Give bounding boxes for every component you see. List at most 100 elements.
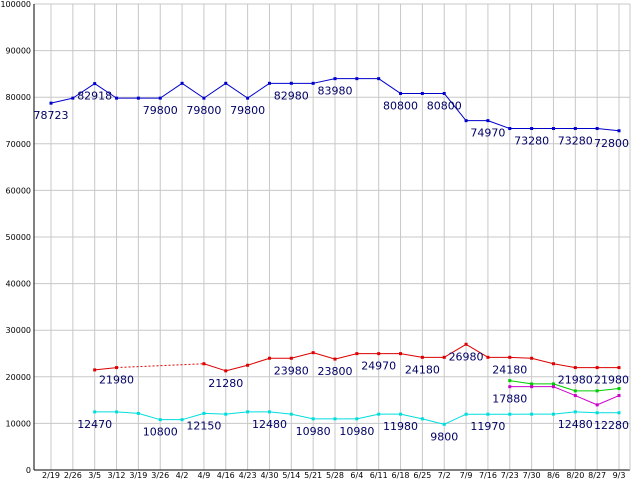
data-point — [355, 417, 359, 421]
data-point — [267, 356, 271, 360]
data-point — [573, 127, 577, 131]
data-point — [377, 352, 381, 356]
series-line-segment — [487, 120, 510, 129]
data-point — [486, 355, 490, 359]
x-tick-label: 5/28 — [326, 471, 344, 480]
series-line-segment — [72, 83, 95, 99]
x-tick-label: 3/5 — [88, 471, 101, 480]
series-line-segment — [225, 82, 248, 99]
data-point — [289, 412, 293, 416]
series-line-segment — [575, 411, 598, 414]
x-tick-label: 4/30 — [260, 471, 278, 480]
y-tick-label: 80000 — [6, 93, 31, 102]
data-point — [49, 101, 53, 105]
data-label: 12150 — [186, 419, 221, 432]
data-point — [115, 410, 119, 414]
y-tick-label: 100000 — [0, 0, 31, 9]
series-line-segment — [203, 363, 226, 372]
data-label: 10980 — [296, 425, 331, 438]
data-point — [377, 412, 381, 416]
data-label: 80800 — [383, 99, 418, 112]
data-point — [595, 411, 599, 415]
data-point — [224, 412, 228, 416]
series-line-segment — [400, 353, 423, 358]
series-line-segment — [597, 128, 620, 132]
data-point — [246, 96, 250, 100]
data-label: 72800 — [594, 137, 629, 150]
data-point — [289, 81, 293, 85]
data-point — [333, 357, 337, 361]
series-line-segment — [575, 395, 598, 406]
x-tick-label: 8/20 — [566, 471, 584, 480]
y-tick-label: 90000 — [6, 47, 31, 56]
data-label: 17880 — [492, 393, 527, 406]
data-point — [464, 119, 468, 123]
data-point — [464, 342, 468, 346]
data-point — [136, 411, 140, 415]
series-line-segment — [465, 343, 489, 358]
data-point — [355, 77, 359, 81]
series-line-segment — [553, 363, 576, 369]
series-line-segment — [225, 364, 248, 372]
x-tick-label: 4/23 — [239, 471, 257, 480]
series-line-segment — [50, 97, 73, 104]
data-label: 23800 — [318, 365, 353, 378]
data-label: 78723 — [34, 109, 69, 122]
data-point — [180, 418, 184, 422]
series-line-segment — [94, 367, 117, 371]
x-tick-label: 5/14 — [282, 471, 300, 480]
data-label: 11980 — [383, 420, 418, 433]
data-point — [93, 410, 97, 414]
data-point — [551, 412, 555, 416]
data-point — [551, 127, 555, 131]
data-point — [333, 417, 337, 421]
data-point — [224, 81, 228, 85]
series-line-segment — [181, 82, 205, 99]
x-tick-label: 5/21 — [304, 471, 322, 480]
x-tick-label: 4/2 — [176, 471, 189, 480]
data-point — [442, 355, 446, 359]
data-point — [158, 96, 162, 100]
data-point — [158, 418, 162, 422]
data-labels: 78723 82918 79800 79800 79800 82980 83980 80800… — [34, 85, 630, 444]
data-point — [551, 362, 555, 366]
series-line-segment — [138, 412, 161, 421]
data-point — [551, 385, 555, 389]
y-tick-label: 50000 — [6, 233, 31, 242]
data-point — [573, 366, 577, 370]
data-point — [464, 412, 468, 416]
series-line-segment — [116, 411, 139, 414]
data-point — [486, 412, 490, 416]
data-point — [136, 96, 140, 100]
data-point — [530, 127, 534, 131]
x-tick-label: 2/19 — [42, 471, 60, 480]
data-point — [595, 366, 599, 370]
data-point — [551, 382, 555, 386]
series-line-segment — [116, 363, 204, 369]
x-tick-label: 3/26 — [151, 471, 169, 480]
data-point — [508, 355, 512, 359]
data-point — [617, 366, 621, 370]
series-line-segment — [291, 413, 314, 420]
data-label: 10800 — [143, 426, 178, 439]
data-point — [595, 389, 599, 393]
y-tick-label: 20000 — [6, 373, 31, 382]
x-tick-label: 3/19 — [129, 471, 147, 480]
data-point — [399, 352, 403, 356]
x-tick-label: 6/11 — [370, 471, 388, 480]
y-tick-label: 30000 — [6, 326, 31, 335]
series-line-segment — [247, 357, 270, 366]
data-point — [486, 119, 490, 123]
data-point — [508, 385, 512, 389]
series-line-segment — [422, 418, 445, 425]
data-point — [442, 91, 446, 95]
data-label: 11970 — [470, 420, 505, 433]
series-line-segment — [553, 383, 576, 392]
data-point — [530, 356, 534, 360]
data-point — [508, 379, 512, 383]
data-label: 12280 — [594, 419, 629, 432]
x-tick-label: 8/6 — [547, 471, 560, 480]
data-label: 24970 — [361, 360, 396, 373]
x-tick-label: 6/25 — [413, 471, 431, 480]
